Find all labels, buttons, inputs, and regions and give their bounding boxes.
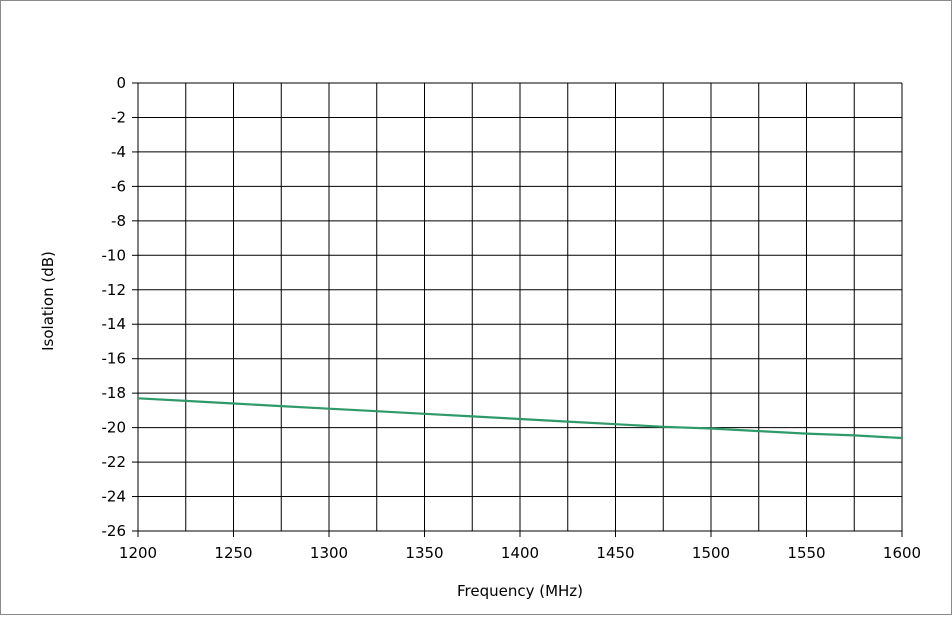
x-tick-labels: 1200 1250 1300 1350 1400 1450 1500 1550 1600 [119,544,921,562]
x-axis-title: Frequency (MHz) [457,582,583,600]
y-tick-label: -18 [102,384,127,402]
y-tick-label: -16 [102,350,127,368]
x-tick-label: 1600 [883,544,921,562]
x-tick-label: 1200 [119,544,157,562]
y-tick-label: -22 [102,453,127,471]
x-tick-label: 1450 [596,544,634,562]
series-layer [137,397,903,440]
x-tick-label: 1550 [787,544,825,562]
y-tick-label: -20 [102,419,127,437]
isolation-series-line [137,397,903,440]
y-tick-labels: 0 -2 -4 -6 -8 -10 -12 -14 -16 -18 -20 -22 -24 -26 [102,74,127,540]
y-axis-title: Isolation (dB) [39,251,57,351]
x-tick-label: 1400 [501,544,539,562]
x-tick-label: 1300 [310,544,348,562]
y-tick-label: -10 [102,246,127,264]
y-tick-label: -2 [111,108,126,126]
x-tick-label: 1500 [692,544,730,562]
y-tick-label: -26 [102,522,127,540]
x-tick-label: 1350 [405,544,443,562]
y-tick-label: -8 [111,212,126,230]
y-tick-label: -4 [111,143,126,161]
y-tick-label: -6 [111,177,126,195]
x-tick-label: 1250 [214,544,252,562]
y-tick-label: 0 [116,74,126,92]
y-tick-label: -14 [102,315,127,333]
y-tick-label: -24 [102,488,127,506]
y-tick-label: -12 [102,281,127,299]
grid [132,82,903,537]
